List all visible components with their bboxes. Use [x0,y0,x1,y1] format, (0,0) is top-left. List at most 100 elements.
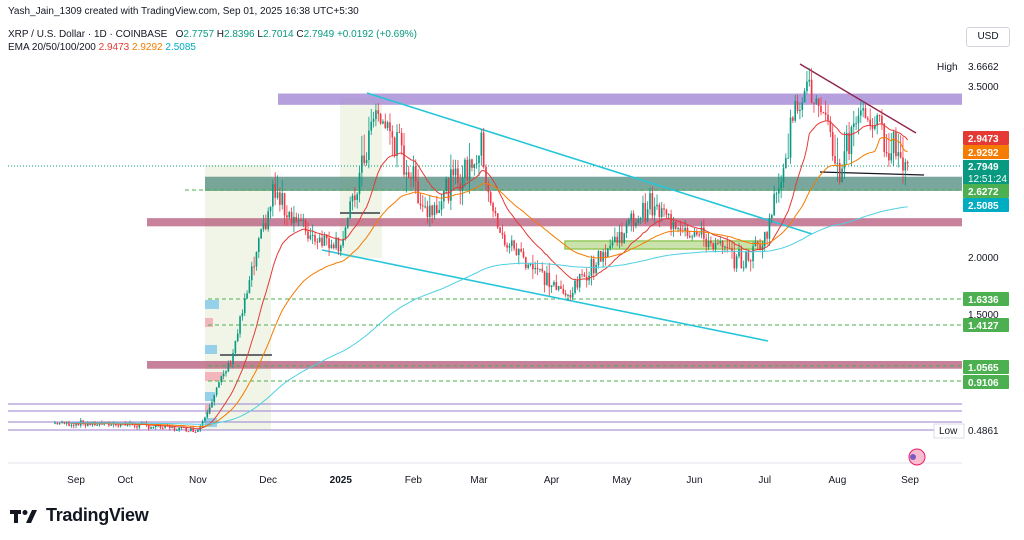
candle-body [543,271,546,285]
candle-body [426,206,429,217]
candle-body [269,206,272,212]
candle-body [400,132,403,146]
candle-body [616,236,619,243]
candle-body [656,204,658,207]
candle-body [297,219,300,222]
candle-body [691,236,693,238]
low-value: 0.4861 [968,426,999,437]
tradingview-logo: TradingView [10,505,149,526]
candle-body [339,245,342,252]
candle-body [382,121,384,124]
candle-body [232,353,234,365]
candle-body [555,282,558,290]
candle-body [208,407,211,413]
candle-body [407,172,410,178]
candle-body [576,280,579,288]
support-value: 1.0565 [968,363,999,374]
candle-body [525,257,527,268]
candle-body [628,220,630,224]
triangle-base-line [819,171,925,176]
candle-body [307,231,309,239]
candle-body [578,274,581,288]
candle-body [356,194,358,200]
candle-body [492,203,494,212]
range-shade [205,165,271,430]
candle-body [293,216,295,224]
candle-body [227,363,230,372]
candle-body [126,424,129,426]
candle-body [187,431,190,433]
support-tag [963,375,1009,389]
price-zone [147,218,962,227]
candle-body [862,108,864,111]
candle-body [358,172,361,195]
candle-body [607,248,609,258]
candle-body [464,159,466,178]
candle-body [351,195,354,202]
candle-body [386,122,389,128]
candle-body [761,246,764,251]
candle-body [222,373,225,377]
support-tag [963,360,1009,374]
currency-button[interactable]: USD [966,27,1010,47]
candle-body [447,178,450,201]
candle-body [859,110,862,116]
candle-body [276,192,279,198]
candle-body [328,238,330,249]
candle-body [159,425,162,428]
candle-body [770,215,773,219]
ema20-value: 2.9473 [98,42,130,53]
candle-body [482,132,485,168]
candle-body [740,249,743,269]
candle-body [731,248,733,252]
support-tag [963,292,1009,306]
candle-body [506,244,508,248]
candle-body [735,256,738,269]
candle-body [164,425,166,428]
candle-body [190,428,192,432]
candle-body [508,245,511,248]
candle-body [428,205,431,217]
candle-body [438,209,440,213]
last-price-tag [963,160,1009,186]
candle-body [471,159,473,168]
candle-body [857,115,860,124]
ema50-line [69,137,908,428]
candle-body [813,102,815,104]
candle-body [623,233,626,244]
candle-body [808,79,811,82]
candle-body [632,213,635,227]
candle-body [436,205,438,213]
candle-body [625,223,628,234]
candle-body [192,428,195,432]
support-value: 1.4127 [968,321,999,332]
candle-body [372,119,375,122]
candle-body [614,236,616,243]
candle-body [827,114,829,121]
open-value: 2.7757 [183,29,215,40]
candle-body [239,316,241,334]
candle-body [68,422,70,426]
candle-body [229,363,232,365]
candle-body [888,153,890,161]
candle-body [503,234,506,245]
candle-body [260,229,262,239]
x-tick-label: Nov [189,475,207,486]
ema100-tag [963,198,1009,212]
candle-body [592,259,595,274]
volume-profile-bar [205,300,219,309]
candle-body [852,123,855,128]
candle-body [785,158,787,169]
candle-body [714,242,717,250]
low-label: L [257,29,263,40]
candle-body [705,238,708,247]
candle-body [461,177,464,191]
candle-body [728,247,731,249]
x-tick-label: 2025 [330,475,353,486]
candle-body [890,153,893,161]
ema100-value: 2.5085 [968,201,999,212]
candle-body [489,192,492,204]
triangle-upper-line [799,63,917,134]
candle-body [822,112,825,114]
